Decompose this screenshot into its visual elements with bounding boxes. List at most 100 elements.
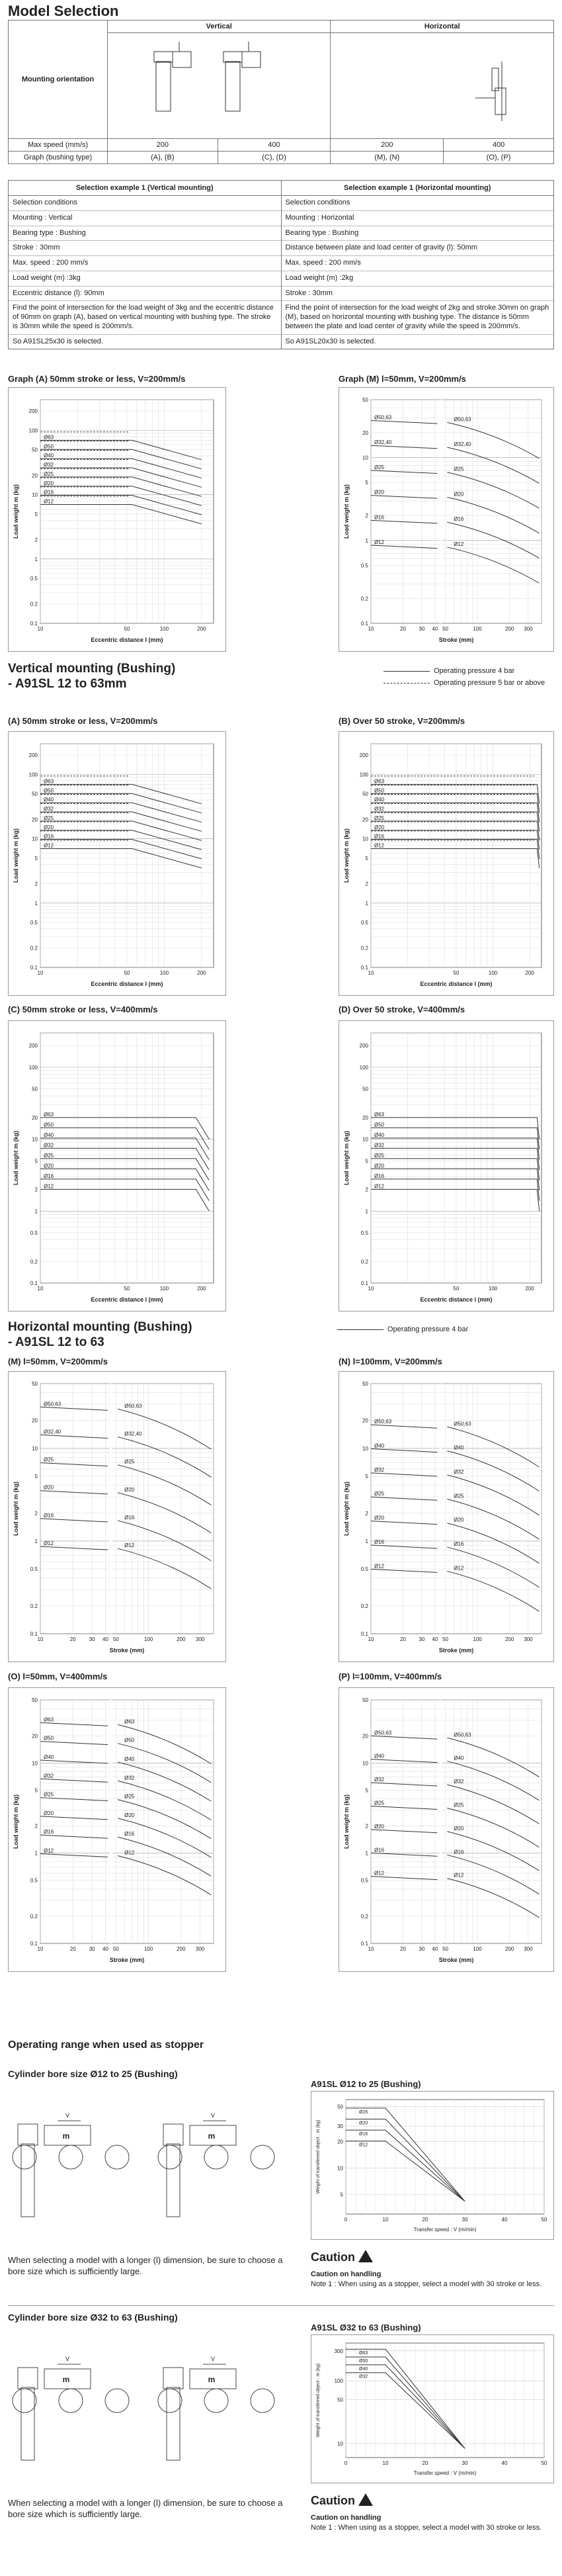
bore-label: Ø12 (454, 1873, 464, 1879)
curve (447, 1831, 540, 1871)
y-tick: 0.5 (30, 920, 38, 926)
x-tick: 300 (524, 1636, 533, 1642)
x-tick: 100 (489, 970, 498, 976)
bore-label: Ø12 (374, 1871, 385, 1877)
x-axis-label: Eccentric distance l (mm) (420, 1296, 492, 1303)
bore-label: Ø40 (374, 1443, 385, 1449)
curve (370, 1782, 438, 1787)
stopper-sub2: Cylinder bore size Ø32 to 63 (Bushing) (8, 2312, 178, 2323)
y-tick: 100 (29, 772, 38, 777)
curve (370, 1759, 438, 1763)
y-tick: 20 (362, 1418, 368, 1424)
legend-solid-line (337, 1329, 383, 1330)
y-tick: 50 (362, 1381, 368, 1387)
bore-label: Ø32,40 (124, 1431, 142, 1437)
y-tick: 0.2 (30, 601, 38, 607)
y-tick: 10 (362, 1446, 368, 1452)
y-tick: 200 (29, 408, 38, 414)
x-tick: 10 (368, 970, 374, 976)
y-tick: 100 (360, 772, 369, 777)
y-tick: 5 (35, 1158, 38, 1164)
curve (40, 449, 202, 470)
roller (204, 2388, 229, 2413)
y-tick: 200 (29, 752, 38, 758)
x-tick: 100 (160, 626, 169, 632)
bore-label: Ø25 (44, 1153, 54, 1159)
bore-label: Ø20 (44, 824, 54, 830)
load-block (44, 2368, 91, 2389)
y-tick: 0.1 (361, 621, 369, 627)
x-tick: 200 (525, 970, 534, 976)
curve (40, 1722, 108, 1726)
bore-label: Ø20 (454, 491, 464, 497)
bore-label: Ø32,40 (374, 439, 392, 445)
y-tick: 2 (366, 881, 369, 887)
stopper-graph2-panel: 300 100 50 10 0 10 20 30 40 50 Transfer speed : V … (311, 2334, 554, 2483)
curve (447, 447, 540, 484)
bore-label: Ø12 (374, 1183, 385, 1189)
bore-label: Ø16 (124, 1831, 135, 1837)
x-tick: 100 (473, 1946, 482, 1952)
curve (117, 1743, 212, 1783)
y-tick: 1 (366, 1208, 369, 1214)
graph-m2-panel: 50 20 10 5 2 1 0.5 0.2 0.1 10 20 30 40 50 100 200 300 Loa… (8, 1371, 226, 1662)
y-tick: 1 (35, 556, 38, 562)
example-row: Mounting : Horizontal (281, 211, 553, 226)
bore-label: Ø16 (44, 490, 54, 496)
y-axis-label: Load weight m (kg) (343, 1795, 350, 1849)
caution-note-2: Note 1 : When using as a stopper, select… (311, 2524, 542, 2532)
curve (40, 830, 202, 850)
x-tick: 30 (419, 1636, 424, 1642)
bore-label: Ø50,63 (44, 1401, 61, 1407)
x-tick: 40 (432, 626, 438, 632)
load-block (44, 2125, 91, 2146)
example-row: Selection conditions (281, 196, 553, 211)
section-horizontal-line1: Horizontal mounting (Bushing) (8, 1320, 192, 1334)
caution-sub-2: Caution on handling (311, 2514, 381, 2522)
y-tick: 2 (366, 1511, 369, 1517)
curve (117, 1836, 212, 1877)
y-tick: 0.5 (30, 1230, 38, 1236)
y-tick: 0.2 (361, 946, 369, 952)
bore-label: Ø16 (454, 1849, 464, 1855)
stopper-diagram-2: m Vm V (12, 2356, 275, 2461)
curve (370, 1852, 438, 1857)
x-tick: 100 (144, 1946, 153, 1952)
bore-label: Ø12 (124, 1850, 135, 1856)
bore-label: Ø12 (44, 1847, 54, 1853)
y-tick: 0.1 (361, 1631, 369, 1637)
curve (40, 1117, 210, 1139)
curve (117, 1855, 212, 1896)
y-tick: 0.5 (361, 920, 369, 926)
bore-label: Ø16 (44, 1513, 54, 1519)
vertical-mount-diagram (153, 42, 261, 112)
curve (370, 445, 438, 449)
legend-dashed-line (383, 682, 430, 684)
graph-p-panel: 50 20 10 5 2 1 0.5 0.2 0.1 10 20 30 40 50 100 200 300 Loa… (339, 1687, 554, 1972)
graph-b-panel: 200 100 50 20 10 5 2 1 0.5 0.2 0.1 10 50 100 200 Load w… (339, 731, 554, 996)
curve (370, 420, 438, 424)
bore-label: Ø20 (44, 1163, 54, 1169)
cylinder-head (17, 2367, 38, 2389)
load-block (189, 2368, 237, 2389)
curve (40, 1462, 108, 1467)
bore-label: Ø50,63 (454, 1732, 471, 1738)
bore-label: Ø20 (374, 1515, 385, 1521)
y-axis-label: Load weight m (kg) (343, 1482, 350, 1536)
curve (40, 1816, 108, 1820)
y-tick: 50 (32, 447, 38, 453)
y-tick: 20 (362, 817, 368, 822)
bore-label: Ø20 (374, 490, 385, 496)
cylinder-body (166, 2143, 181, 2217)
curve (370, 1735, 438, 1740)
x-tick: 20 (400, 626, 406, 632)
bore-label: Ø50,63 (374, 1730, 392, 1736)
y-tick: 0.1 (361, 965, 369, 971)
bore-label: Ø40 (44, 1754, 54, 1760)
y-tick: 30 (337, 2123, 343, 2129)
graph-o-panel: 50 20 10 5 2 1 0.5 0.2 0.1 10 20 30 40 50 100 200 300 Loa… (8, 1687, 226, 1972)
x-tick: 20 (400, 1636, 406, 1642)
y-tick: 10 (337, 2441, 343, 2447)
y-tick: 0.5 (361, 1566, 369, 1572)
